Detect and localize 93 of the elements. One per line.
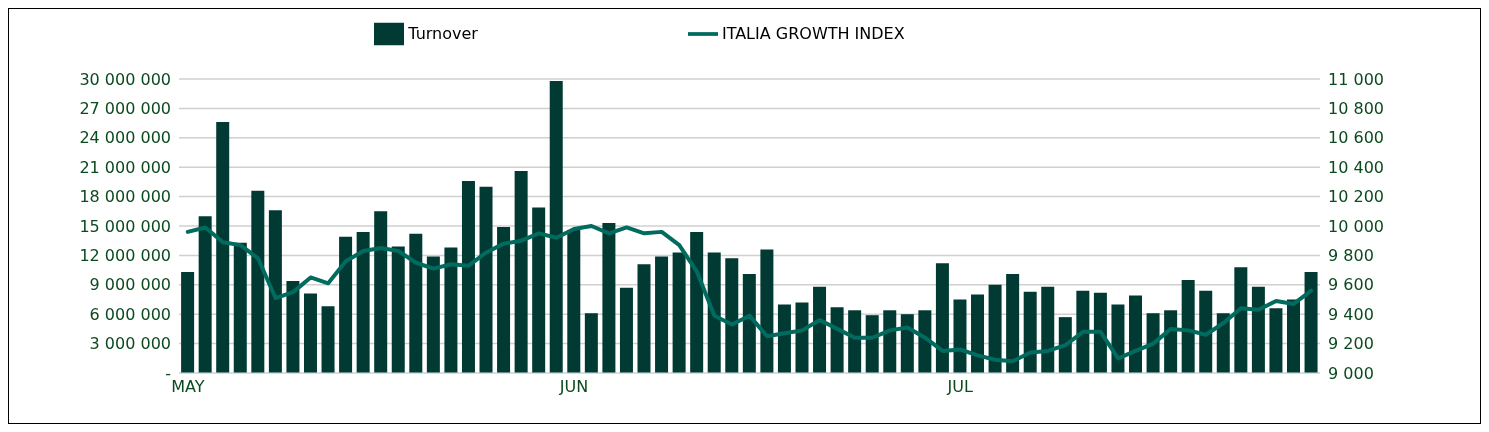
bar xyxy=(356,231,370,373)
bar xyxy=(1023,291,1037,373)
bar xyxy=(181,272,195,373)
bar xyxy=(567,229,581,373)
bar xyxy=(848,310,862,373)
y-tick-label: 9 000 000 xyxy=(89,275,171,295)
y-tick-label: 12 000 000 xyxy=(79,246,171,266)
y2-tick-label: 9 000 xyxy=(1328,363,1374,383)
bar xyxy=(619,287,633,373)
y-tick-label: 3 000 000 xyxy=(89,334,171,354)
line-series xyxy=(185,224,1314,364)
bar xyxy=(461,180,475,373)
bar xyxy=(813,286,827,373)
bar xyxy=(637,264,651,373)
y2-tick-label: 10 000 xyxy=(1328,216,1384,236)
bar xyxy=(426,256,440,373)
bar xyxy=(286,280,300,373)
bar xyxy=(707,252,721,373)
bar xyxy=(1234,267,1248,373)
bar xyxy=(549,80,563,373)
bar xyxy=(953,299,967,373)
bar xyxy=(1146,313,1160,373)
bar xyxy=(303,293,317,373)
bar xyxy=(971,294,985,373)
bar xyxy=(918,310,932,373)
bar xyxy=(672,252,686,373)
y2-tick-label: 10 200 xyxy=(1328,187,1384,207)
bar xyxy=(935,263,949,373)
bar xyxy=(655,256,669,373)
bar xyxy=(830,307,844,373)
bar xyxy=(1181,279,1195,373)
bar xyxy=(339,236,353,373)
bar xyxy=(1093,292,1107,373)
y2-tick-label: 10 800 xyxy=(1328,99,1384,119)
bar xyxy=(216,122,230,373)
bar xyxy=(1287,299,1300,373)
legend-label: ITALIA GROWTH INDEX xyxy=(721,23,905,43)
bar xyxy=(795,302,809,373)
y-tick-label: 27 000 000 xyxy=(79,99,171,119)
bar xyxy=(777,304,791,373)
y-tick-label: 21 000 000 xyxy=(79,157,171,177)
bar xyxy=(268,210,282,373)
bar xyxy=(1164,310,1178,373)
bar xyxy=(1216,313,1230,373)
bar xyxy=(251,190,265,373)
bar xyxy=(1006,274,1020,373)
bar xyxy=(602,223,616,373)
bar xyxy=(1111,304,1125,373)
bar xyxy=(742,274,756,373)
bar xyxy=(479,186,493,373)
bar xyxy=(532,207,546,373)
y-tick-label: 15 000 000 xyxy=(79,216,171,236)
bar xyxy=(584,313,598,373)
y2-tick-label: 11 000 xyxy=(1328,69,1384,89)
y2-tick-label: 10 600 xyxy=(1328,128,1384,148)
bar xyxy=(1076,290,1090,373)
bar xyxy=(1129,295,1143,373)
bar xyxy=(497,226,511,373)
bar xyxy=(321,306,335,373)
bar xyxy=(1199,290,1213,373)
y-tick-label: 6 000 000 xyxy=(89,304,171,324)
y-tick-label: 30 000 000 xyxy=(79,69,171,89)
y2-tick-label: 9 400 xyxy=(1328,304,1374,324)
y-tick-label: 18 000 000 xyxy=(79,187,171,207)
y2-tick-label: 9 200 xyxy=(1328,334,1374,354)
bar xyxy=(391,246,405,373)
x-tick-label: MAY xyxy=(171,377,205,397)
bar xyxy=(198,216,212,373)
bar xyxy=(760,249,774,373)
bar xyxy=(374,211,388,373)
bar xyxy=(1041,286,1055,373)
bar xyxy=(690,231,704,373)
bar xyxy=(1251,286,1265,373)
bar xyxy=(409,233,423,373)
y2-tick-label: 10 400 xyxy=(1328,157,1384,177)
y2-tick-label: 9 600 xyxy=(1328,275,1374,295)
bar xyxy=(988,284,1002,373)
bar xyxy=(1058,317,1072,373)
bar xyxy=(233,242,247,373)
bar xyxy=(1269,308,1283,373)
y2-tick-label: 9 800 xyxy=(1328,246,1374,266)
bar xyxy=(883,310,897,373)
bar xyxy=(514,171,528,373)
x-tick-label: JUL xyxy=(946,377,973,397)
bar xyxy=(865,315,879,373)
legend-label: Turnover xyxy=(408,23,478,43)
y-tick-label: 24 000 000 xyxy=(79,128,171,148)
bar xyxy=(1304,272,1318,373)
bar xyxy=(444,247,458,373)
bar xyxy=(725,258,739,373)
y-tick-label: - xyxy=(165,363,171,383)
bar xyxy=(900,314,914,373)
x-tick-label: JUN xyxy=(558,377,589,397)
